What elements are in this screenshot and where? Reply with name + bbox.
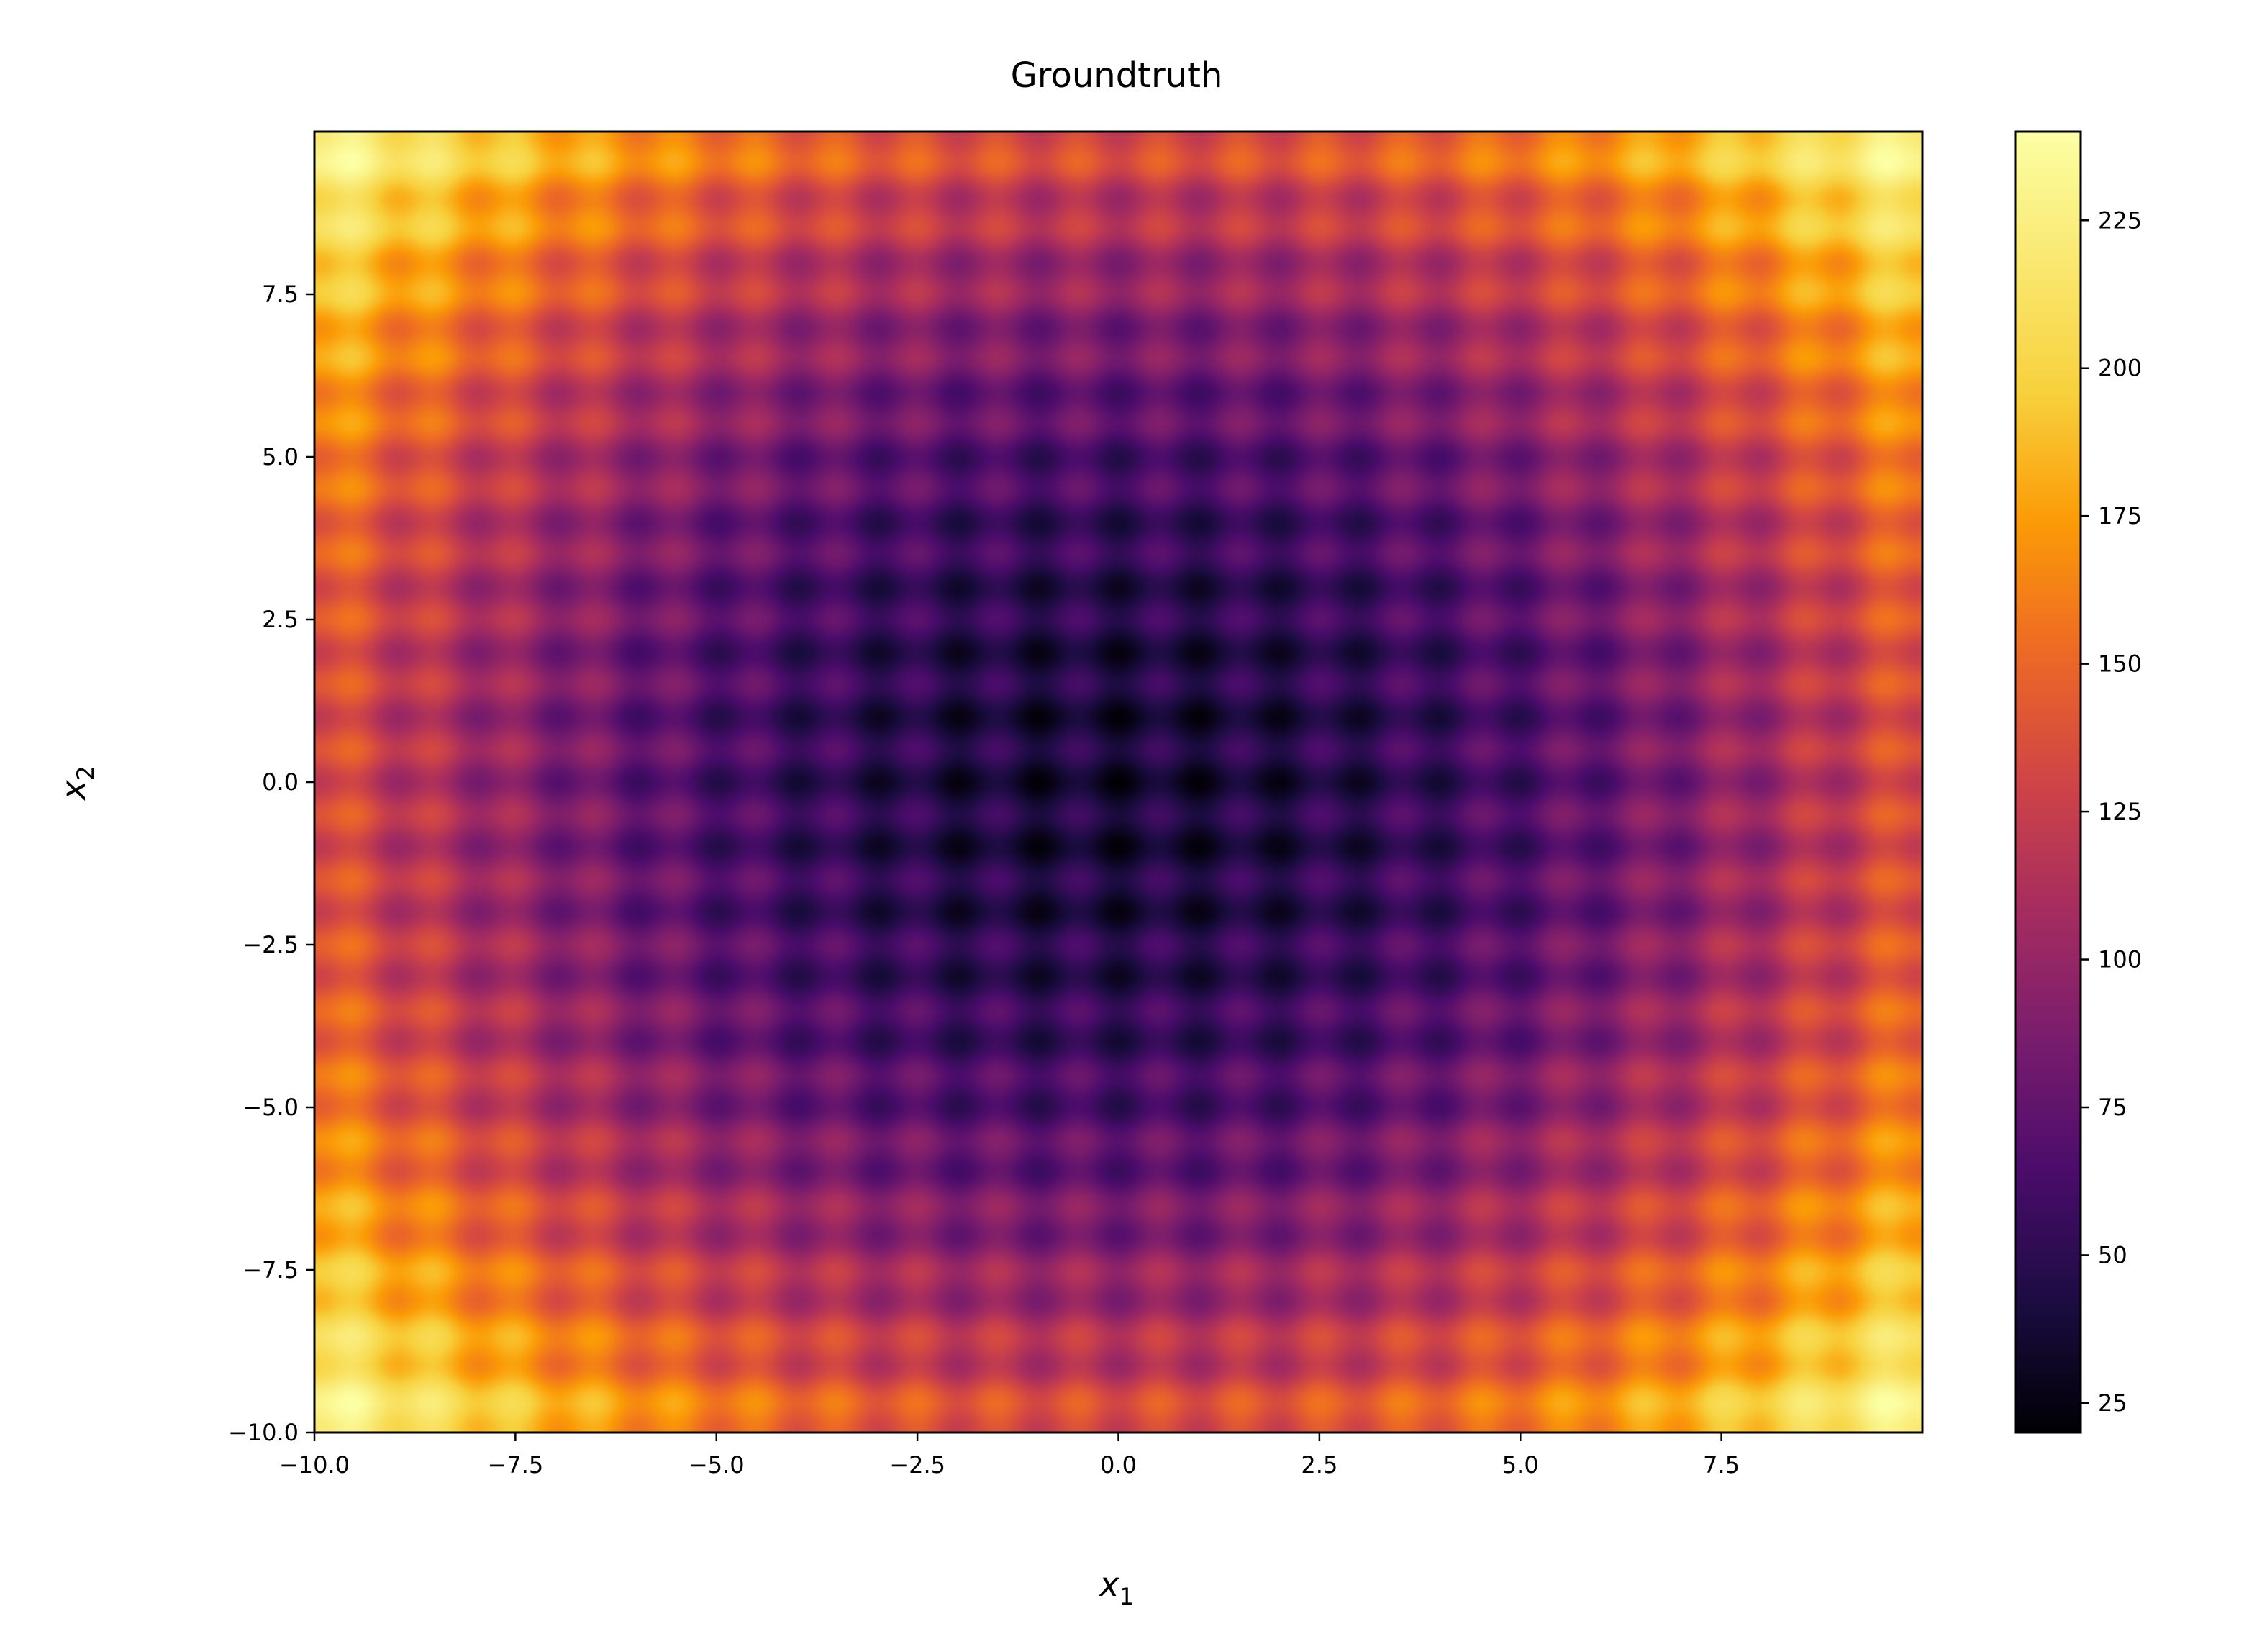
y-tick-label: 2.5 bbox=[262, 606, 299, 633]
y-axis-label-main: x bbox=[54, 780, 93, 802]
y-axis-label: x2 bbox=[54, 766, 99, 802]
colorbar-tick-label: 225 bbox=[2098, 206, 2142, 234]
colorbar-tick-label: 125 bbox=[2098, 798, 2142, 825]
colorbar-tick-label: 100 bbox=[2098, 946, 2142, 974]
x-axis-label-main: x bbox=[1098, 1565, 1119, 1604]
heatmap-image bbox=[314, 132, 1922, 1433]
colorbar-tick-label: 50 bbox=[2098, 1241, 2127, 1268]
colorbar-tick-label: 150 bbox=[2098, 650, 2142, 678]
x-tick-label: 2.5 bbox=[1301, 1451, 1337, 1479]
y-axis-label-subscript: 2 bbox=[72, 766, 99, 780]
x-tick-label: 7.5 bbox=[1703, 1451, 1740, 1479]
colorbar-tick-label: 75 bbox=[2098, 1094, 2127, 1121]
x-axis-label: x1 bbox=[1098, 1565, 1134, 1610]
colorbar-tick-label: 200 bbox=[2098, 355, 2142, 382]
heatmap-raster bbox=[314, 132, 1922, 1433]
y-tick-label: −2.5 bbox=[242, 931, 299, 958]
x-tick-label: 0.0 bbox=[1100, 1451, 1137, 1479]
y-tick-label: 5.0 bbox=[262, 443, 299, 471]
x-axis-label-subscript: 1 bbox=[1119, 1583, 1133, 1610]
y-tick-label: −5.0 bbox=[242, 1094, 299, 1121]
x-tick-label: −10.0 bbox=[279, 1451, 350, 1479]
x-tick-label: 5.0 bbox=[1502, 1451, 1539, 1479]
colorbar-ticks: 25 50 75 100 125 150 175 200 225 bbox=[2081, 206, 2142, 1417]
y-tick-label: 7.5 bbox=[262, 281, 299, 308]
x-tick-label: −5.0 bbox=[689, 1451, 745, 1479]
x-axis-ticks: −10.0 −7.5 −5.0 −2.5 0.0 2.5 5.0 7.5 bbox=[279, 1433, 1740, 1479]
chart-title: Groundtruth bbox=[1011, 55, 1223, 96]
colorbar bbox=[2014, 130, 2082, 1434]
y-tick-label: −7.5 bbox=[242, 1256, 299, 1284]
x-tick-label: −2.5 bbox=[889, 1451, 945, 1479]
y-axis-ticks: −10.0 −7.5 −5.0 −2.5 0.0 2.5 5.0 7.5 bbox=[228, 281, 314, 1446]
y-tick-label: −10.0 bbox=[228, 1419, 299, 1446]
colorbar-tick-label: 175 bbox=[2098, 502, 2142, 530]
colorbar-tick-label: 25 bbox=[2098, 1389, 2127, 1417]
y-tick-label: 0.0 bbox=[262, 768, 299, 796]
x-tick-label: −7.5 bbox=[488, 1451, 544, 1479]
